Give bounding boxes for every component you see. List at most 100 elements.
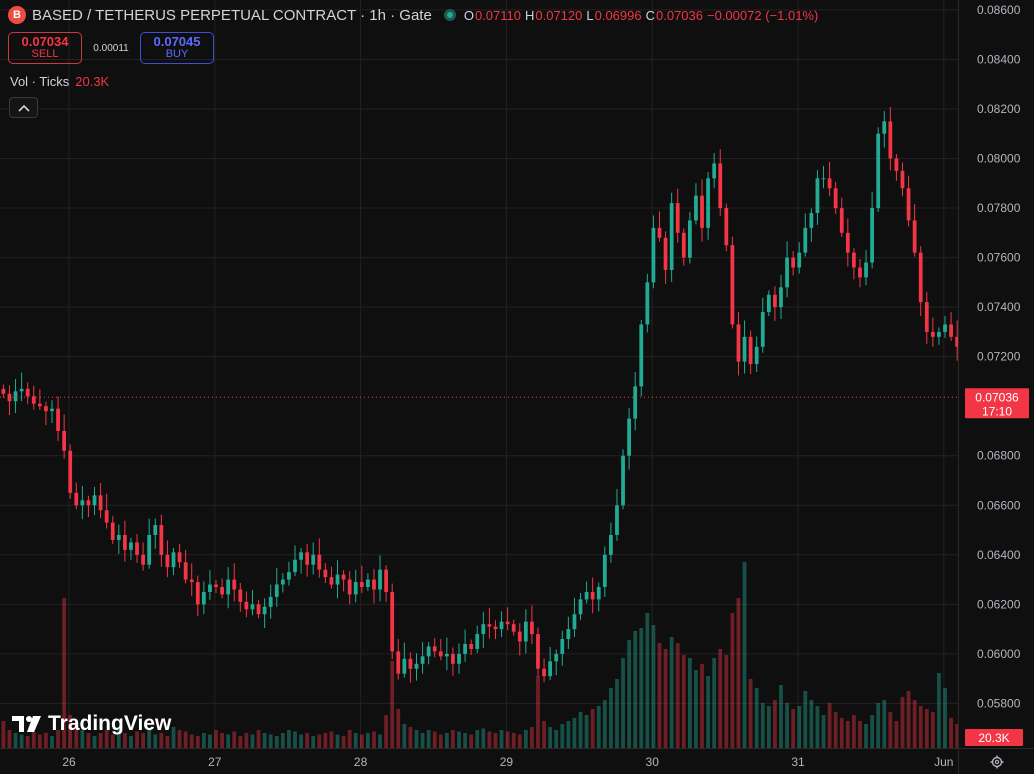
- volume-bar: [457, 731, 461, 748]
- tradingview-logo[interactable]: TradingView: [12, 712, 171, 736]
- volume-bar: [353, 733, 358, 748]
- symbol-legend: B BASED / TETHERUS PERPETUAL CONTRACT · …: [8, 6, 822, 24]
- volume-bar: [68, 715, 73, 748]
- candle-body: [590, 591, 595, 600]
- last-price-badge-value: 0.07036: [975, 390, 1019, 404]
- candle-body: [809, 213, 814, 228]
- volume-bar: [463, 733, 467, 748]
- volume-bar: [675, 643, 680, 748]
- volume-bar: [912, 700, 917, 748]
- volume-bar: [341, 736, 346, 748]
- candlestick-chart[interactable]: [0, 0, 958, 748]
- volume-legend[interactable]: Vol · Ticks 20.3K: [10, 74, 109, 89]
- candle-body: [609, 534, 613, 555]
- candle-body: [31, 396, 36, 404]
- ohlc-values: O0.07110 H0.07120 L0.06996 C0.07036: [464, 7, 707, 24]
- volume-bar: [80, 730, 85, 748]
- candle-body: [432, 646, 437, 652]
- volume-bar: [7, 730, 12, 748]
- volume-bar: [171, 727, 176, 748]
- volume-bar: [153, 734, 158, 748]
- volume-bar: [420, 733, 425, 748]
- volume-bar: [426, 730, 431, 748]
- candle-body: [220, 587, 224, 595]
- volume-bar: [578, 712, 583, 748]
- candle-body: [165, 554, 170, 568]
- candle-body: [378, 569, 382, 590]
- candle-body: [700, 195, 704, 228]
- volume-bar: [451, 730, 455, 748]
- ohlc-o: O0.07110: [464, 8, 521, 23]
- candle-body: [44, 406, 48, 412]
- volume-bar: [918, 706, 923, 748]
- candle-body: [827, 178, 832, 189]
- volume-legend-label: Vol · Ticks: [10, 74, 70, 89]
- time-tick-label: 26: [62, 755, 76, 769]
- volume-bar: [347, 730, 352, 748]
- candle-body: [864, 262, 868, 278]
- candle-body: [201, 591, 206, 605]
- symbol-title[interactable]: BASED / TETHERUS PERPETUAL CONTRACT · 1h…: [32, 6, 432, 24]
- volume-bar: [274, 736, 279, 748]
- sell-button[interactable]: 0.07034 SELL: [8, 32, 82, 64]
- volume-bar: [894, 721, 899, 748]
- candle-body: [262, 606, 267, 615]
- candle-body: [359, 582, 364, 588]
- price-axis[interactable]: 0.08600 0.08400 0.08200 0.08000 0.07800 0.076…: [959, 0, 1034, 748]
- volume-bar: [1, 721, 6, 748]
- ohlc-c: C0.07036: [646, 8, 703, 23]
- buy-price: 0.07045: [153, 34, 201, 49]
- volume-bar: [384, 715, 388, 748]
- buy-button[interactable]: 0.07045 BUY: [140, 32, 214, 64]
- candle-body: [712, 163, 717, 179]
- candle-body: [687, 220, 692, 258]
- time-axis[interactable]: 26 27 28 29 30 31 Jun: [0, 749, 958, 774]
- candle-body: [924, 302, 929, 332]
- volume-bar: [930, 712, 935, 748]
- candle-body: [852, 252, 856, 268]
- market-open-icon: [443, 9, 456, 21]
- volume-bar: [189, 734, 194, 748]
- volume-bar: [475, 730, 480, 748]
- price-scale[interactable]: 0.08600 0.08400 0.08200 0.08000 0.07800 0.076…: [958, 0, 1034, 748]
- volume-bar: [590, 709, 595, 748]
- candle-body: [469, 643, 474, 649]
- candle-body: [505, 621, 510, 625]
- settings-corner[interactable]: [958, 748, 1034, 774]
- time-tick-label: 27: [208, 755, 222, 769]
- time-scale[interactable]: 26 27 28 29 30 31 Jun: [0, 748, 958, 774]
- price-tick-label: 0.07600: [977, 251, 1021, 265]
- volume-bar: [238, 736, 243, 748]
- candle-body: [779, 287, 783, 308]
- sell-label: SELL: [31, 48, 59, 60]
- volume-bar: [359, 734, 364, 748]
- candle-body: [438, 651, 443, 657]
- candle-body: [86, 500, 91, 506]
- volume-bar: [888, 712, 893, 748]
- candle-body: [584, 591, 589, 600]
- volume-bar: [706, 676, 710, 748]
- volume-bar: [183, 731, 188, 748]
- chart-pane[interactable]: B BASED / TETHERUS PERPETUAL CONTRACT · …: [0, 0, 958, 748]
- candle-body: [943, 324, 947, 332]
- candle-body: [937, 331, 941, 337]
- candle-body: [681, 232, 686, 258]
- candle-body: [554, 653, 559, 662]
- ohlc-value: 0.07120: [535, 7, 583, 23]
- volume-bar: [694, 670, 698, 748]
- volume-bar: [250, 734, 255, 748]
- volume-bar: [62, 598, 67, 748]
- candle-body: [68, 450, 73, 493]
- volume-bar: [937, 673, 941, 748]
- collapse-legend-button[interactable]: [9, 97, 38, 118]
- volume-bar: [487, 731, 492, 748]
- candle-body: [742, 336, 747, 362]
- candle-body: [481, 624, 486, 635]
- volume-bar: [226, 734, 231, 748]
- volume-bar: [821, 715, 826, 748]
- candle-body: [949, 324, 953, 337]
- price-tick-label: 0.07400: [977, 300, 1021, 314]
- volume-bar: [74, 724, 79, 748]
- volume-bar: [797, 706, 802, 748]
- volume-bar: [718, 649, 723, 748]
